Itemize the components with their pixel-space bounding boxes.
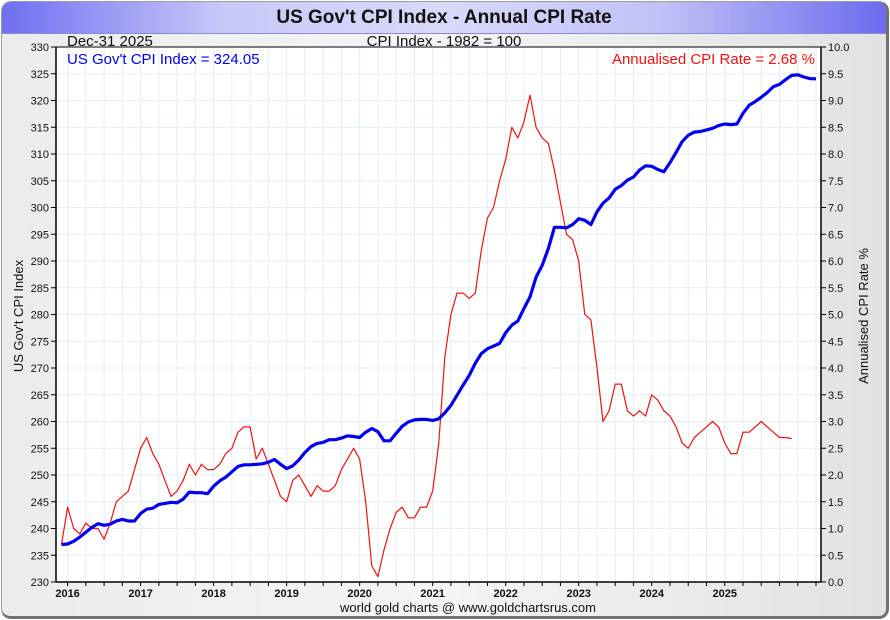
y2-tick-label: 0.0 [828, 577, 843, 589]
x-tick-label: 2023 [566, 588, 590, 600]
y-tick-label: 235 [31, 550, 49, 562]
x-tick-label: 2016 [55, 588, 79, 600]
y-tick-label: 230 [31, 577, 49, 589]
y-axis-label: US Gov't CPI Index [11, 259, 26, 372]
y2-tick-label: 3.5 [828, 390, 843, 402]
y-tick-label: 260 [31, 417, 49, 429]
x-tick-label: 2024 [639, 588, 664, 600]
y-tick-label: 250 [31, 470, 49, 482]
y2-tick-label: 2.0 [828, 470, 843, 482]
y-tick-label: 300 [31, 203, 49, 215]
chart-subtitle: CPI Index - 1982 = 100 [367, 33, 522, 50]
y-tick-label: 320 [31, 96, 49, 108]
y2-tick-label: 2.5 [828, 443, 843, 455]
y2-tick-label: 4.5 [828, 336, 843, 348]
x-tick-label: 2021 [420, 588, 444, 600]
title-bar: US Gov't CPI Index - Annual CPI Rate [2, 2, 886, 34]
x-tick-label: 2020 [347, 588, 371, 600]
y2-tick-label: 6.0 [828, 256, 843, 268]
y2-tick-label: 8.5 [828, 122, 843, 134]
x-tick-label: 2025 [712, 588, 736, 600]
y-tick-label: 270 [31, 363, 49, 375]
y-tick-label: 285 [31, 283, 49, 295]
y2-tick-label: 0.5 [828, 550, 843, 562]
y-tick-label: 330 [31, 42, 49, 54]
y-tick-label: 310 [31, 149, 49, 161]
gridlines [56, 47, 821, 582]
y2-tick-label: 6.5 [828, 229, 843, 241]
y2-tick-label: 1.0 [828, 524, 843, 536]
axes: 230 235 240 245 250 255 260 265 270 275 280 285 290 2… [31, 42, 850, 600]
y-tick-label: 295 [31, 229, 49, 241]
y2-tick-label: 9.5 [828, 69, 843, 81]
y-tick-label: 315 [31, 122, 49, 134]
x-tick-label: 2018 [201, 588, 225, 600]
cpi-index-readout: US Gov't CPI Index = 324.05 [67, 51, 260, 68]
y2-tick-label: 7.0 [828, 203, 843, 215]
cpi-index-line [61, 73, 817, 547]
y-tick-label: 290 [31, 256, 49, 268]
y-tick-label: 265 [31, 390, 49, 402]
series-lines [60, 73, 817, 578]
x-tick-label: 2022 [493, 588, 517, 600]
footer-credit: world gold charts @ www.goldchartsrus.co… [339, 600, 596, 615]
y-tick-label: 245 [31, 497, 49, 509]
y2-tick-label: 9.0 [828, 96, 843, 108]
y2-tick-label: 10.0 [828, 42, 849, 54]
y2-tick-label: 3.0 [828, 417, 843, 429]
y-tick-label: 240 [31, 524, 49, 536]
x-tick-label: 2019 [274, 588, 298, 600]
date-label: Dec-31 2025 [67, 33, 153, 50]
y2-tick-label: 5.5 [828, 283, 843, 295]
y-tick-label: 325 [31, 69, 49, 81]
cpi-rate-line [60, 94, 792, 578]
x-tick-label: 2017 [128, 588, 152, 600]
y-tick-label: 280 [31, 310, 49, 322]
y-tick-label: 305 [31, 176, 49, 188]
y2-axis-label: Annualised CPI Rate % [856, 248, 871, 384]
y2-tick-label: 7.5 [828, 176, 843, 188]
chart-title: US Gov't CPI Index - Annual CPI Rate [276, 7, 612, 28]
y2-tick-label: 4.0 [828, 363, 843, 375]
y-tick-label: 255 [31, 443, 49, 455]
y2-tick-label: 1.5 [828, 497, 843, 509]
cpi-rate-readout: Annualised CPI Rate = 2.68 % [612, 51, 815, 68]
y-tick-label: 275 [31, 336, 49, 348]
y2-tick-label: 5.0 [828, 310, 843, 322]
y2-tick-label: 8.0 [828, 149, 843, 161]
